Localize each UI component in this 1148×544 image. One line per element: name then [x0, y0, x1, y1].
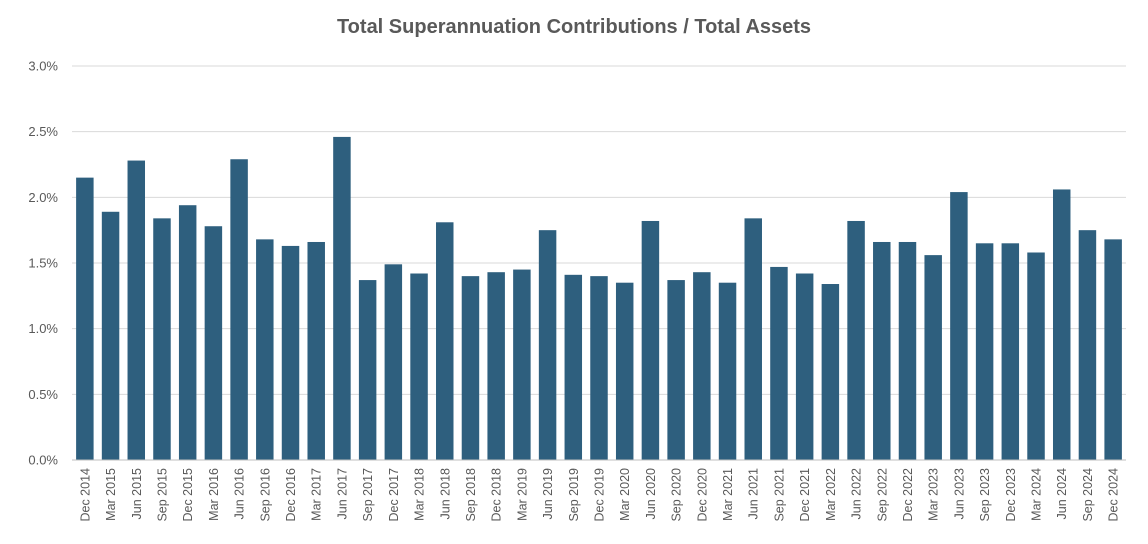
- bar: [461, 276, 480, 460]
- bar: [641, 220, 660, 460]
- x-tick-label: Jun 2019: [541, 468, 555, 519]
- bar: [898, 241, 917, 460]
- bar: [436, 222, 454, 460]
- bar: [384, 264, 403, 460]
- bar: [770, 266, 788, 460]
- x-tick-label: Sep 2023: [978, 468, 992, 522]
- x-tick-label: Dec 2016: [284, 468, 298, 522]
- x-tick-label: Mar 2024: [1030, 468, 1044, 521]
- bar: [590, 276, 608, 460]
- x-tick-label: Sep 2020: [670, 468, 684, 522]
- x-tick-label: Mar 2023: [927, 468, 941, 521]
- bar: [950, 192, 968, 460]
- x-tick-label: Mar 2016: [207, 468, 221, 521]
- x-tick-label: Mar 2021: [721, 468, 735, 521]
- chart-title: Total Superannuation Contributions / Tot…: [336, 16, 812, 38]
- bar: [847, 220, 865, 460]
- x-tick-label: Sep 2024: [1081, 468, 1095, 522]
- x-tick-label: Dec 2023: [1004, 468, 1018, 522]
- x-tick-label: Jun 2015: [130, 468, 144, 519]
- bar: [693, 272, 711, 460]
- bar: [513, 269, 531, 460]
- bar: [1001, 243, 1020, 460]
- x-tick-label: Mar 2019: [515, 468, 529, 521]
- bar: [410, 273, 428, 460]
- y-tick-label: 2.5%: [28, 124, 58, 139]
- bar: [178, 205, 197, 460]
- bar: [204, 226, 223, 460]
- x-tick-label: Dec 2020: [695, 468, 709, 522]
- bar: [127, 160, 146, 460]
- x-tick-label: Mar 2015: [104, 468, 118, 521]
- x-tick-label: Dec 2022: [901, 468, 915, 522]
- x-tick-label: Jun 2016: [233, 468, 247, 519]
- bar: [1104, 239, 1122, 460]
- x-tick-label: Jun 2018: [438, 468, 452, 519]
- bar: [667, 280, 685, 460]
- bar: [333, 136, 351, 461]
- bars: [76, 136, 1122, 461]
- bar: [101, 211, 120, 460]
- bar: [487, 272, 505, 460]
- bar: [281, 245, 300, 460]
- bar: [1078, 230, 1097, 460]
- x-tick-label: Sep 2019: [567, 468, 581, 522]
- bar: [821, 284, 840, 460]
- x-tick-label: Dec 2018: [490, 468, 504, 522]
- y-tick-label: 0.5%: [28, 387, 58, 402]
- y-tick-label: 3.0%: [28, 59, 58, 74]
- x-tick-label: Sep 2016: [258, 468, 272, 522]
- y-tick-label: 0.0%: [28, 453, 58, 468]
- x-tick-label: Jun 2023: [952, 468, 966, 519]
- x-tick-label: Mar 2020: [618, 468, 632, 521]
- bar: [230, 159, 248, 460]
- x-tick-label: Mar 2022: [824, 468, 838, 521]
- x-tick-label: Sep 2022: [875, 468, 889, 522]
- y-tick-label: 1.0%: [28, 321, 58, 336]
- bar: [1052, 189, 1071, 460]
- x-tick-label: Jun 2017: [335, 468, 349, 519]
- bar: [1027, 252, 1045, 460]
- bar: [307, 241, 325, 460]
- x-tick-label: Dec 2021: [798, 468, 812, 522]
- x-tick-label: Sep 2017: [361, 468, 375, 522]
- bar: [873, 241, 891, 460]
- y-tick-label: 1.5%: [28, 256, 58, 271]
- bar: [538, 230, 557, 460]
- bar: [358, 280, 377, 460]
- bar: [256, 239, 274, 460]
- bar: [718, 282, 737, 460]
- x-tick-label: Mar 2017: [310, 468, 324, 521]
- x-tick-label: Dec 2015: [181, 468, 195, 522]
- x-tick-label: Jun 2020: [644, 468, 658, 519]
- y-tick-label: 2.0%: [28, 190, 58, 205]
- bar: [153, 218, 171, 460]
- x-axis-labels: Dec 2014 Mar 2015 Jun 2015 Sep 2015 Dec 2015…: [78, 468, 1120, 522]
- x-tick-label: Dec 2019: [593, 468, 607, 522]
- bar: [744, 218, 762, 460]
- bar: [795, 273, 814, 460]
- x-tick-label: Dec 2014: [78, 468, 92, 522]
- x-tick-label: Sep 2015: [155, 468, 169, 522]
- x-tick-label: Dec 2024: [1107, 468, 1121, 522]
- x-tick-label: Dec 2017: [387, 468, 401, 522]
- y-axis-ticks: 0.0% 0.5% 1.0% 1.5% 2.0% 2.5% 3.0%: [28, 59, 58, 468]
- x-tick-label: Mar 2018: [413, 468, 427, 521]
- x-tick-label: Sep 2018: [464, 468, 478, 522]
- bar: [76, 177, 94, 460]
- x-tick-label: Jun 2021: [747, 468, 761, 519]
- bar: [924, 255, 942, 460]
- bar: [615, 282, 634, 460]
- x-tick-label: Jun 2022: [850, 468, 864, 519]
- x-tick-label: Sep 2021: [772, 468, 786, 522]
- bar: [564, 274, 583, 460]
- x-tick-label: Jun 2024: [1055, 468, 1069, 519]
- bar: [975, 243, 994, 460]
